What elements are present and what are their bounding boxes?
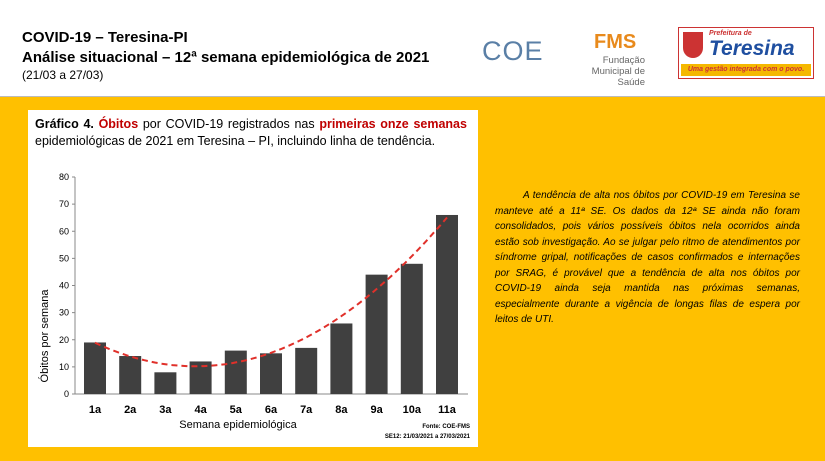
y-tick-label: 30 (59, 308, 69, 318)
caption-text: por COVID-19 registrados nas (142, 117, 315, 131)
bar (295, 347, 318, 394)
bar (400, 263, 423, 394)
coe-logo: COE (482, 36, 544, 66)
y-tick-label: 60 (59, 226, 69, 236)
teresina: Teresina (709, 37, 795, 60)
x-tick-label: 9a (370, 404, 383, 416)
caption-text: epidemiológicas de 2021 em Teresina – PI… (35, 134, 436, 148)
caption-highlight: primeiras onze semanas (319, 117, 467, 131)
caption-highlight: Óbitos (98, 117, 139, 131)
x-tick-label: 6a (265, 404, 278, 416)
x-tick-label: 5a (230, 404, 243, 416)
x-tick-label: 2a (124, 404, 137, 416)
bar (84, 342, 106, 394)
fms-name: Fundação Municipal de Saúde (591, 55, 645, 88)
bar (260, 353, 282, 394)
y-tick-label: 50 (59, 253, 69, 263)
fms-logo: FMS (594, 31, 637, 53)
bar (119, 356, 142, 394)
y-tick-label: 0 (64, 389, 69, 399)
chart-panel: Gráfico 4. Óbitos por COVID-19 registrad… (28, 110, 478, 447)
source: Fonte: COE-FMS (422, 424, 470, 430)
bar (365, 274, 388, 394)
source-period: SE12: 21/03/2021 a 27/03/2021 (385, 434, 471, 440)
title: COVID-19 – Teresina-PI (22, 29, 188, 46)
bar (224, 350, 247, 394)
chart: Semana epidemiológica Óbitos por semana … (38, 172, 471, 440)
y-tick-label: 80 (59, 172, 69, 182)
bar (436, 214, 458, 394)
x-tick-label: 1a (89, 404, 102, 416)
period: (21/03 a 27/03) (22, 68, 104, 82)
y-axis-title: Óbitos por semana (38, 289, 51, 383)
prefeitura: Prefeitura de (709, 30, 752, 37)
teresina-logo: Prefeitura de Teresina Uma gestão integr… (678, 27, 814, 79)
slogan: Uma gestão integrada com o povo. (681, 64, 811, 76)
x-tick-label: 4a (194, 404, 207, 416)
subtitle: Análise situacional – 12ª semana epidemi… (22, 49, 430, 66)
coat-of-arms (683, 32, 703, 58)
bar (189, 361, 212, 394)
x-tick-label: 11a (438, 404, 457, 416)
x-axis-title: Semana epidemiológica (179, 419, 297, 431)
bar (154, 372, 177, 394)
y-tick-label: 10 (59, 362, 69, 372)
caption-label: Gráfico 4. (35, 117, 94, 131)
analysis-text: A tendência de alta nos óbitos por COVID… (495, 190, 800, 325)
header: COVID-19 – Teresina-PI Análise situacion… (0, 0, 825, 97)
x-tick-label: 3a (159, 404, 172, 416)
x-tick-label: 7a (300, 404, 313, 416)
x-tick-label: 10a (403, 404, 422, 416)
caption: Gráfico 4. Óbitos por COVID-19 registrad… (35, 116, 467, 150)
x-tick-label: 8a (335, 404, 348, 416)
bar (330, 323, 353, 394)
trend-line (94, 216, 448, 368)
y-tick-label: 40 (59, 281, 69, 291)
y-tick-label: 20 (59, 335, 69, 345)
y-tick-label: 70 (59, 199, 69, 209)
